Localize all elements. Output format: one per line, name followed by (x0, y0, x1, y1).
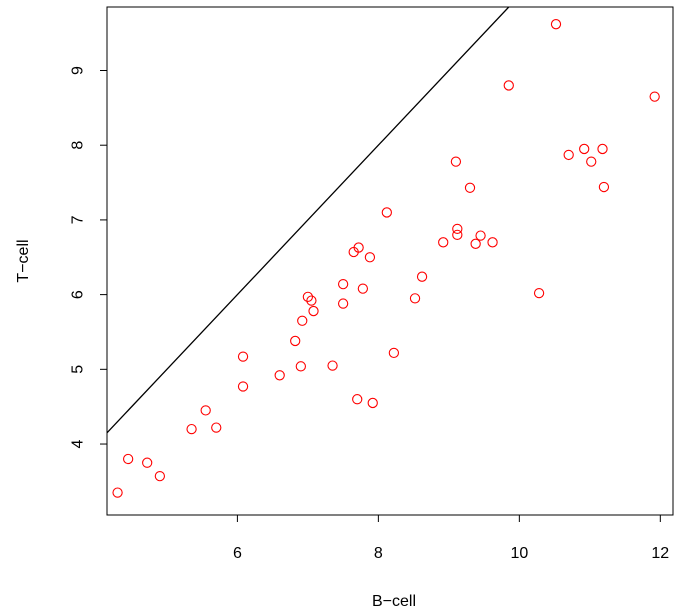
y-tick-label: 4 (70, 439, 87, 448)
reference-line (107, 7, 510, 434)
data-point (452, 229, 463, 241)
data-point (186, 423, 197, 435)
data-point (452, 223, 463, 235)
data-point (597, 143, 608, 155)
data-point (598, 181, 610, 193)
data-point (302, 291, 314, 303)
x-tick-label: 8 (374, 545, 383, 562)
x-tick-label: 12 (651, 545, 669, 562)
x-axis-label: B−cell (372, 593, 416, 610)
data-point (211, 422, 222, 433)
data-point (353, 242, 364, 253)
plot-area (106, 6, 674, 516)
y-tick-label: 8 (70, 141, 87, 150)
data-point (586, 156, 597, 167)
data-point (364, 252, 376, 263)
data-point (487, 237, 498, 248)
data-point (503, 80, 514, 91)
data-point (297, 315, 308, 326)
data-point (337, 279, 349, 290)
data-point (533, 287, 545, 299)
data-point (142, 457, 153, 468)
data-point (357, 283, 369, 294)
data-point (388, 347, 400, 359)
y-tick-label: 6 (70, 290, 87, 299)
x-tick-label: 6 (233, 545, 242, 562)
data-point (475, 230, 486, 241)
data-point (464, 182, 476, 193)
data-point (367, 397, 378, 409)
data-point (409, 293, 421, 304)
data-point (295, 361, 306, 372)
data-point (308, 305, 319, 317)
data-point (550, 19, 562, 30)
data-point (327, 360, 338, 371)
data-point (154, 471, 166, 482)
data-point (237, 351, 249, 362)
y-axis-label: T−cell (15, 239, 32, 282)
y-tick-label: 5 (70, 365, 87, 374)
data-point (352, 394, 363, 405)
data-point (470, 238, 481, 249)
data-point (290, 335, 301, 347)
data-point (438, 237, 449, 248)
data-point (112, 487, 123, 498)
data-point (274, 370, 285, 381)
data-point (200, 405, 211, 416)
data-point (122, 453, 134, 465)
data-point (416, 271, 428, 282)
data-point (563, 149, 574, 161)
data-point (306, 295, 317, 306)
y-tick-label: 7 (70, 215, 87, 224)
x-tick-label: 10 (510, 545, 528, 562)
data-point (649, 91, 660, 102)
data-point (381, 207, 392, 218)
y-tick-label: 9 (70, 66, 87, 75)
data-point (237, 381, 249, 392)
data-point (337, 298, 349, 309)
data-point (450, 156, 462, 167)
data-point (579, 143, 590, 155)
